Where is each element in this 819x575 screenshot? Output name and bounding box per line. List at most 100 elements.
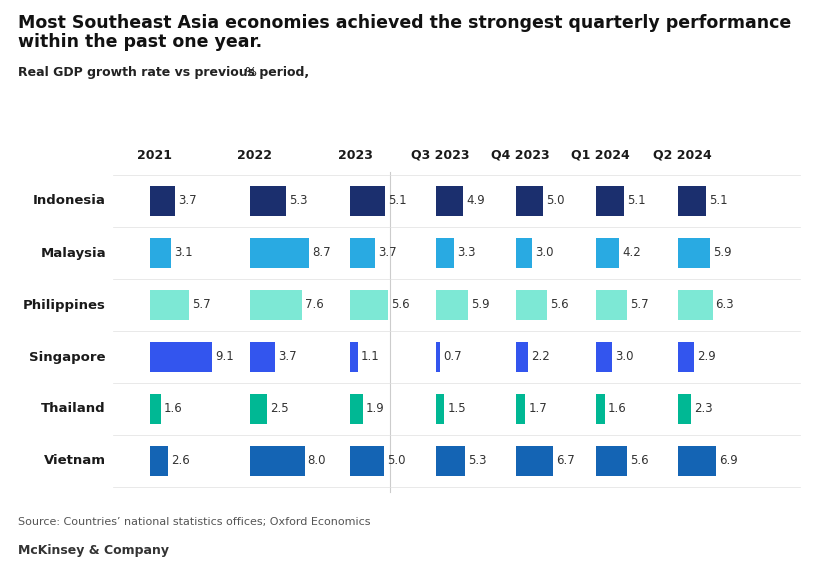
Text: 6.3: 6.3 xyxy=(715,298,733,312)
Text: Q1 2024: Q1 2024 xyxy=(570,149,629,162)
Text: 2.6: 2.6 xyxy=(170,454,189,467)
Bar xyxy=(515,342,527,372)
Bar xyxy=(595,342,612,372)
Text: 3.0: 3.0 xyxy=(535,247,554,259)
Text: Real GDP growth rate vs previous period,: Real GDP growth rate vs previous period, xyxy=(18,66,309,79)
Text: Q3 2023: Q3 2023 xyxy=(410,149,468,162)
Bar xyxy=(436,238,454,268)
Bar xyxy=(150,446,168,476)
Text: 5.6: 5.6 xyxy=(549,298,568,312)
Bar xyxy=(250,446,304,476)
Bar xyxy=(677,446,715,476)
Bar xyxy=(436,342,439,372)
Text: 1.1: 1.1 xyxy=(360,351,379,363)
Bar xyxy=(350,290,387,320)
Text: 5.3: 5.3 xyxy=(468,454,486,467)
Bar xyxy=(595,186,623,216)
Bar xyxy=(677,342,693,372)
Bar xyxy=(250,238,309,268)
Text: Q2 2024: Q2 2024 xyxy=(652,149,711,162)
Text: 2.5: 2.5 xyxy=(269,402,288,416)
Bar xyxy=(595,290,627,320)
Bar xyxy=(350,394,363,424)
Bar xyxy=(515,186,543,216)
Text: Philippines: Philippines xyxy=(23,298,106,312)
Text: 6.9: 6.9 xyxy=(718,454,737,467)
Text: 5.6: 5.6 xyxy=(629,454,648,467)
Bar xyxy=(250,186,286,216)
Text: Source: Countries’ national statistics offices; Oxford Economics: Source: Countries’ national statistics o… xyxy=(18,517,370,527)
Text: 2021: 2021 xyxy=(138,149,172,162)
Text: 5.0: 5.0 xyxy=(545,194,564,208)
Text: 3.0: 3.0 xyxy=(615,351,633,363)
Text: Q4 2023: Q4 2023 xyxy=(490,149,549,162)
Text: 1.9: 1.9 xyxy=(365,402,384,416)
Text: %: % xyxy=(241,66,257,79)
Text: 5.9: 5.9 xyxy=(471,298,490,312)
Bar xyxy=(436,290,468,320)
Text: 3.7: 3.7 xyxy=(178,194,197,208)
Bar xyxy=(350,342,357,372)
Bar xyxy=(350,186,384,216)
Text: 2022: 2022 xyxy=(238,149,272,162)
Bar xyxy=(677,186,705,216)
Text: Vietnam: Vietnam xyxy=(44,454,106,467)
Text: 8.0: 8.0 xyxy=(307,454,326,467)
Text: 1.6: 1.6 xyxy=(164,402,183,416)
Text: 1.7: 1.7 xyxy=(527,402,546,416)
Text: 9.1: 9.1 xyxy=(215,351,233,363)
Text: 5.1: 5.1 xyxy=(627,194,645,208)
Text: 5.7: 5.7 xyxy=(630,298,648,312)
Text: 2023: 2023 xyxy=(337,149,372,162)
Text: Thailand: Thailand xyxy=(41,402,106,416)
Text: 6.7: 6.7 xyxy=(555,454,574,467)
Bar xyxy=(350,238,375,268)
Bar xyxy=(515,394,525,424)
Bar xyxy=(595,238,618,268)
Text: 5.1: 5.1 xyxy=(387,194,406,208)
Text: 5.6: 5.6 xyxy=(391,298,410,312)
Bar xyxy=(150,290,188,320)
Text: 4.2: 4.2 xyxy=(622,247,640,259)
Text: 1.6: 1.6 xyxy=(607,402,626,416)
Text: 5.9: 5.9 xyxy=(713,247,731,259)
Bar xyxy=(515,290,546,320)
Text: 3.3: 3.3 xyxy=(456,247,475,259)
Bar xyxy=(150,186,175,216)
Bar xyxy=(515,446,552,476)
Bar xyxy=(595,446,626,476)
Text: 7.6: 7.6 xyxy=(305,298,324,312)
Bar xyxy=(250,290,301,320)
Bar xyxy=(150,394,161,424)
Text: 5.7: 5.7 xyxy=(192,298,210,312)
Text: 5.1: 5.1 xyxy=(708,194,726,208)
Bar xyxy=(515,238,532,268)
Text: Malaysia: Malaysia xyxy=(40,247,106,259)
Bar xyxy=(150,342,212,372)
Text: 2.2: 2.2 xyxy=(531,351,550,363)
Text: 1.5: 1.5 xyxy=(446,402,465,416)
Text: 2.9: 2.9 xyxy=(696,351,715,363)
Text: within the past one year.: within the past one year. xyxy=(18,33,262,51)
Text: 8.7: 8.7 xyxy=(312,247,331,259)
Bar xyxy=(677,238,709,268)
Bar xyxy=(250,394,267,424)
Bar xyxy=(150,238,171,268)
Text: Singapore: Singapore xyxy=(29,351,106,363)
Text: Indonesia: Indonesia xyxy=(33,194,106,208)
Text: 3.1: 3.1 xyxy=(174,247,192,259)
Text: Most Southeast Asia economies achieved the strongest quarterly performance: Most Southeast Asia economies achieved t… xyxy=(18,14,790,32)
Bar xyxy=(436,446,464,476)
Bar xyxy=(250,342,275,372)
Bar xyxy=(436,394,444,424)
Text: McKinsey & Company: McKinsey & Company xyxy=(18,544,169,557)
Text: 3.7: 3.7 xyxy=(378,247,396,259)
Text: 2.3: 2.3 xyxy=(693,402,712,416)
Text: 3.7: 3.7 xyxy=(278,351,296,363)
Bar xyxy=(677,290,712,320)
Bar xyxy=(677,394,690,424)
Text: 4.9: 4.9 xyxy=(465,194,484,208)
Text: 0.7: 0.7 xyxy=(442,351,461,363)
Text: 5.3: 5.3 xyxy=(289,194,307,208)
Bar xyxy=(595,394,604,424)
